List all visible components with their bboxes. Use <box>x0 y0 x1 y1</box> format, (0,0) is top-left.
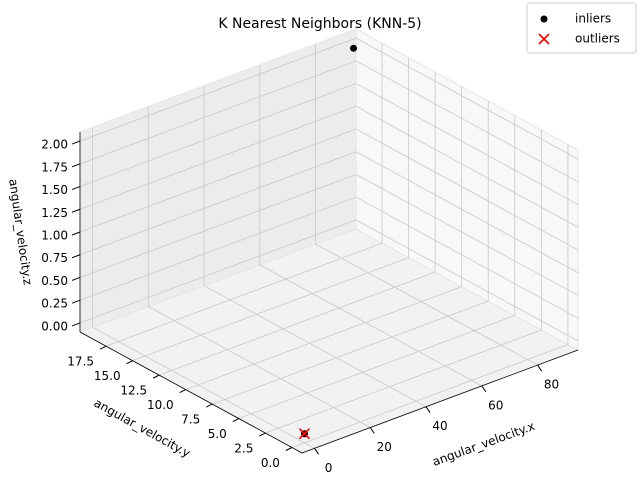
y-tick <box>179 389 186 394</box>
y-tick <box>285 447 293 451</box>
z-tick-label: 1.75 <box>41 160 68 174</box>
x-tick <box>537 364 542 372</box>
grid-line <box>79 83 357 187</box>
x-tick-label: 0 <box>325 461 333 475</box>
y-tick-label: 7.5 <box>181 413 200 427</box>
grid-line <box>355 151 579 274</box>
grid-line <box>79 196 357 301</box>
legend-label: inliers <box>575 12 611 26</box>
z-tick-label: 2.00 <box>41 138 68 152</box>
grid-line <box>355 83 579 205</box>
z-tick-label: 0.25 <box>41 297 68 311</box>
z-tick <box>71 163 81 168</box>
grid-line <box>79 128 357 233</box>
marker-x <box>298 428 311 440</box>
marker-point <box>350 44 358 52</box>
marker-x <box>538 33 550 45</box>
y-tick <box>126 360 133 365</box>
legend-box <box>526 2 637 54</box>
grid-line <box>79 60 357 165</box>
grid-line <box>79 174 357 278</box>
grid-line <box>212 300 489 405</box>
grid-line <box>105 242 383 347</box>
grid-line <box>79 37 357 142</box>
z-tick <box>71 208 81 213</box>
z-tick <box>71 276 81 281</box>
z-tick <box>71 231 81 236</box>
y-tick <box>99 345 107 350</box>
grid-line <box>355 174 579 296</box>
z-tick-label: 1.00 <box>41 229 68 243</box>
legend: inliers outliers <box>526 2 637 54</box>
grid-line <box>355 128 579 251</box>
grid-line <box>355 37 579 160</box>
y-tick <box>232 418 240 422</box>
y-tick-label: 5.0 <box>208 427 227 441</box>
grid-line <box>79 151 357 256</box>
x-tick <box>481 385 487 393</box>
x-tick-label: 60 <box>488 398 503 412</box>
x-tick <box>314 448 319 455</box>
grid-line <box>132 257 409 362</box>
y-tick-label: 15.0 <box>94 369 121 383</box>
axis-line <box>79 331 303 454</box>
y-axis-label: angular_velocity.y <box>92 396 193 461</box>
y-tick <box>259 432 266 437</box>
y-tick <box>152 374 160 379</box>
z-tick-label: 0.75 <box>41 251 68 265</box>
z-tick-label: 1.25 <box>41 206 68 220</box>
z-tick <box>71 299 81 304</box>
grid-line <box>79 105 357 210</box>
z-tick-label: 0.50 <box>41 274 68 288</box>
y-tick-label: 10.0 <box>147 398 174 412</box>
y-tick <box>206 403 213 408</box>
y-tick-label: 0.0 <box>261 456 280 470</box>
x-tick-label: 40 <box>432 419 447 433</box>
z-tick <box>71 186 81 191</box>
z-tick-label: 0.00 <box>41 319 68 333</box>
grid-line <box>185 286 462 390</box>
y-tick-label: 2.5 <box>234 442 253 456</box>
z-tick <box>71 322 81 327</box>
grid-line <box>265 329 542 434</box>
marker-stroke <box>538 33 550 45</box>
grid-line <box>355 219 579 342</box>
grid-line <box>238 315 515 419</box>
x-tick-label: 20 <box>377 440 392 454</box>
grid-line <box>291 344 569 448</box>
marker-stroke <box>298 428 311 440</box>
y-tick-label: 17.5 <box>67 355 94 369</box>
z-tick-label: 1.50 <box>41 183 68 197</box>
z-tick <box>71 254 81 259</box>
legend-label: outliers <box>575 32 620 46</box>
grid-line <box>355 60 579 183</box>
axis-line <box>301 349 579 454</box>
marker-point <box>540 15 548 23</box>
x-tick-label: 80 <box>544 378 559 392</box>
grid-line <box>79 219 357 324</box>
grid-line <box>355 105 579 228</box>
z-tick <box>71 140 81 145</box>
grid-line <box>355 196 579 319</box>
z-axis-label: angular_velocity.z <box>6 178 35 286</box>
x-tick <box>369 427 375 434</box>
chart-title: K Nearest Neighbors (KNN-5) <box>218 16 421 32</box>
y-tick-label: 12.5 <box>120 384 147 398</box>
x-tick <box>425 406 431 413</box>
grid-line <box>158 271 436 376</box>
